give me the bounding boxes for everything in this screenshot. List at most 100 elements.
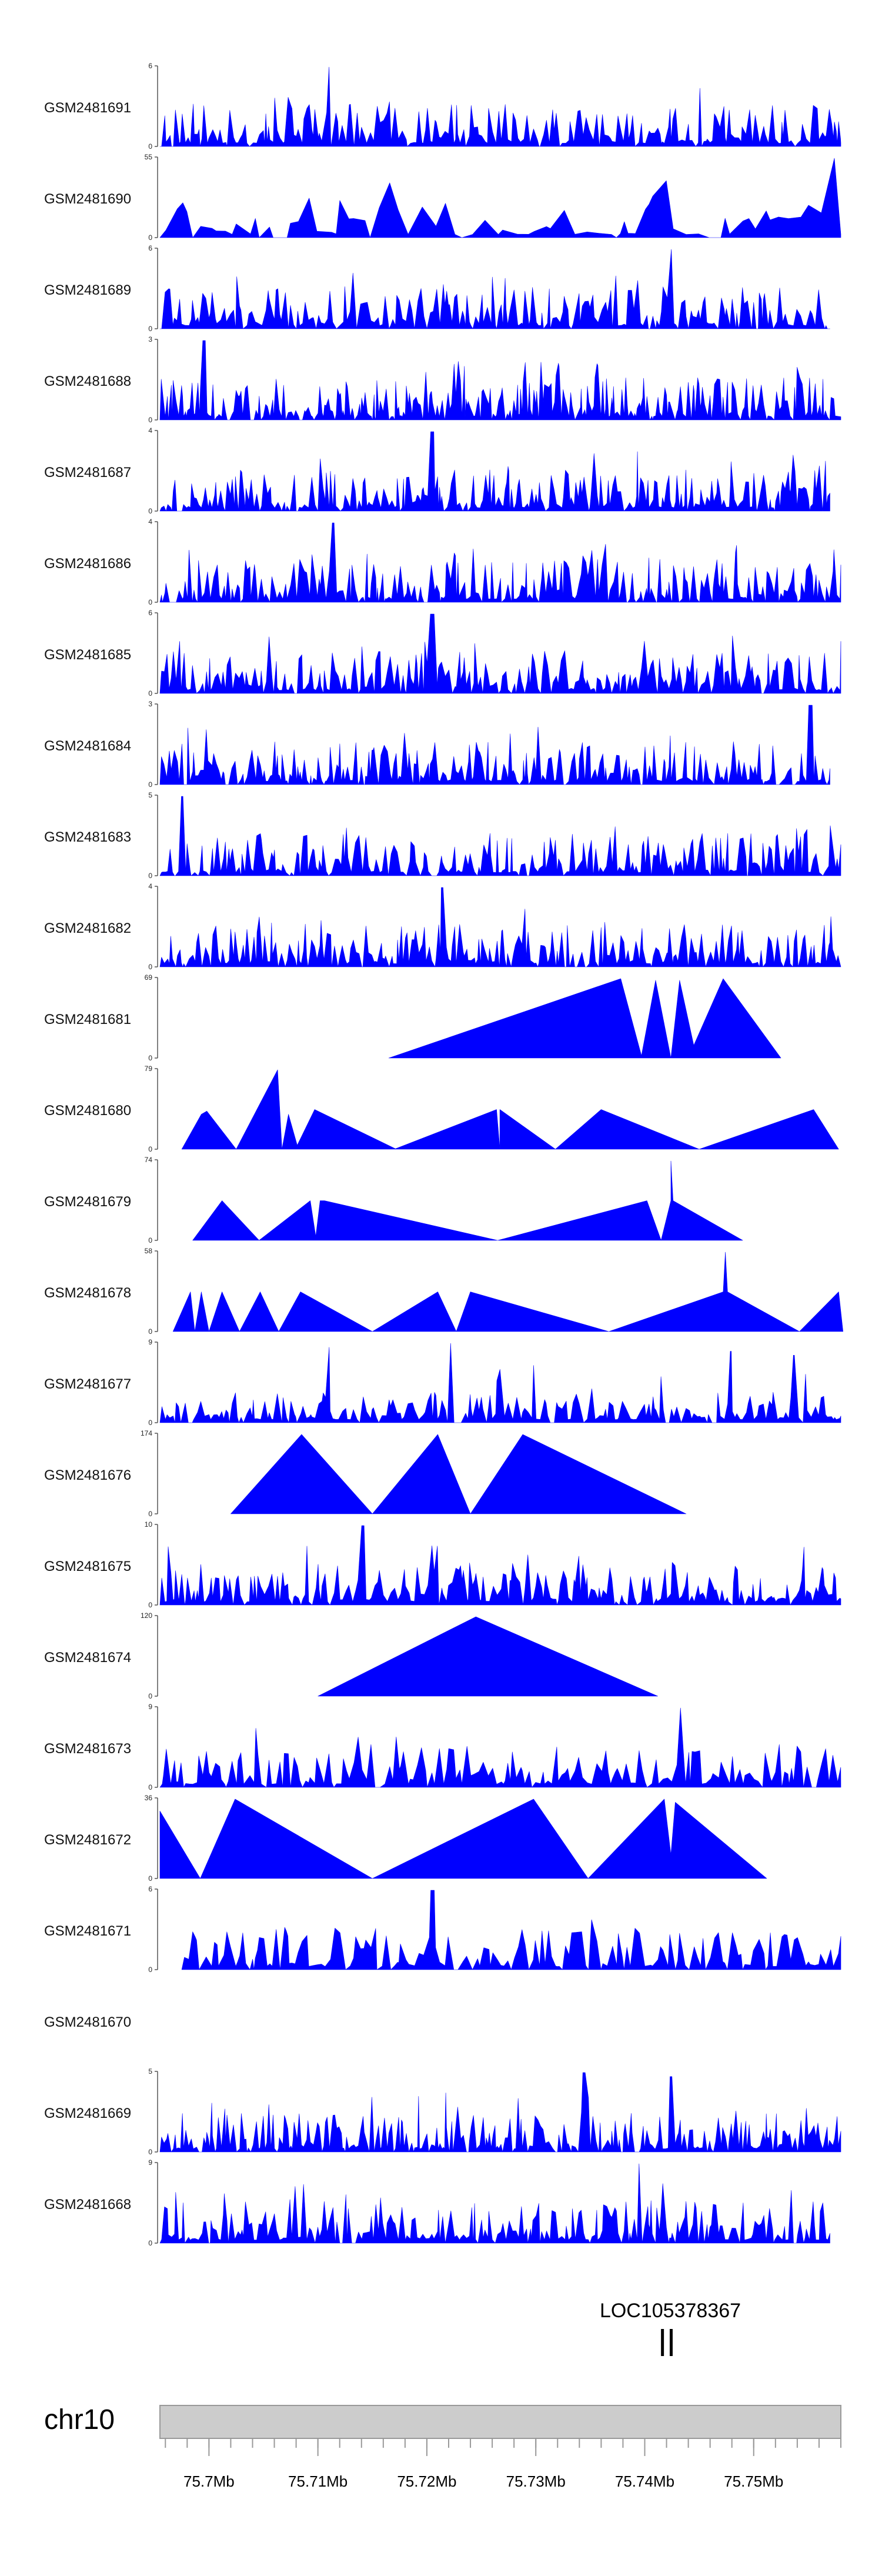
- coverage-area: [181, 1890, 841, 1970]
- y-tick-bottom-label: 0: [148, 872, 152, 880]
- track-label: GSM2481674: [44, 1650, 131, 1666]
- track-GSM2481691: GSM2481691 6 0: [44, 62, 841, 151]
- genome-axis: chr10 75.7Mb 75.71Mb 75.72Mb 75.73Mb 75.74Mb…: [44, 2404, 841, 2490]
- track-GSM2481677: GSM2481677 9 0: [44, 1338, 841, 1427]
- coverage-area: [159, 705, 830, 785]
- track-label: GSM2481670: [44, 2014, 131, 2030]
- data-tracks: GSM248169160GSM2481690550GSM248168960GSM…: [44, 62, 843, 2247]
- track-label: GSM2481675: [44, 1559, 131, 1574]
- y-tick-bottom-label: 0: [148, 142, 152, 151]
- track-GSM2481679: GSM2481679 74 0: [44, 1156, 743, 1244]
- y-tick-bottom-label: 0: [148, 780, 152, 789]
- coverage-area: [159, 2163, 830, 2244]
- coverage-area: [181, 1069, 839, 1150]
- y-tick-top-label: 55: [145, 153, 153, 161]
- track-GSM2481687: GSM2481687 4 0: [44, 426, 830, 515]
- coverage-area: [172, 1252, 843, 1332]
- y-tick-top-label: 5: [148, 791, 152, 799]
- track-GSM2481671: GSM2481671 6 0: [44, 1885, 841, 1974]
- track-GSM2481670: GSM2481670: [44, 2014, 131, 2030]
- track-label: GSM2481673: [44, 1741, 131, 1757]
- coverage-area: [159, 1343, 841, 1423]
- track-GSM2481678: GSM2481678 58 0: [44, 1247, 843, 1336]
- coverage-area: [230, 1434, 687, 1514]
- coverage-area: [159, 522, 841, 603]
- coverage-area: [159, 2072, 841, 2153]
- y-tick-top-label: 36: [145, 1794, 153, 1802]
- track-label: GSM2481676: [44, 1467, 131, 1483]
- x-tick-label: 75.7Mb: [183, 2472, 235, 2490]
- track-label: GSM2481669: [44, 2105, 131, 2121]
- y-tick-top-label: 6: [148, 244, 152, 252]
- track-GSM2481684: GSM2481684 3 0: [44, 700, 830, 789]
- y-tick-bottom-label: 0: [148, 963, 152, 971]
- track-GSM2481669: GSM2481669 5 0: [44, 2067, 841, 2156]
- x-tick-label: 75.73Mb: [506, 2472, 566, 2490]
- y-tick-top-label: 79: [145, 1065, 153, 1073]
- track-label: GSM2481668: [44, 2197, 131, 2213]
- track-GSM2481683: GSM2481683 5 0: [44, 791, 841, 880]
- coverage-area: [192, 1160, 743, 1241]
- coverage-area: [159, 796, 841, 876]
- x-tick-label: 75.72Mb: [397, 2472, 456, 2490]
- y-tick-bottom-label: 0: [148, 1236, 152, 1244]
- track-GSM2481689: GSM2481689 6 0: [44, 244, 830, 333]
- track-label: GSM2481681: [44, 1012, 131, 1027]
- exon-mark: [661, 2329, 664, 2356]
- track-GSM2481680: GSM2481680 79 0: [44, 1065, 839, 1153]
- coverage-area: [318, 1616, 658, 1697]
- y-tick-bottom-label: 0: [148, 1874, 152, 1883]
- y-tick-bottom-label: 0: [148, 233, 152, 242]
- y-tick-bottom-label: 0: [148, 1054, 152, 1062]
- track-label: GSM2481677: [44, 1376, 131, 1392]
- gene-track: LOC105378367: [600, 2300, 741, 2356]
- coverage-area: [159, 431, 830, 512]
- track-label: GSM2481689: [44, 282, 131, 298]
- y-tick-top-label: 4: [148, 882, 152, 890]
- y-tick-top-label: 6: [148, 609, 152, 617]
- coverage-area: [159, 1707, 841, 1788]
- y-tick-bottom-label: 0: [148, 1783, 152, 1791]
- y-tick-top-label: 6: [148, 62, 152, 70]
- y-tick-top-label: 69: [145, 973, 153, 982]
- y-tick-top-label: 5: [148, 2067, 152, 2076]
- y-tick-top-label: 9: [148, 1338, 152, 1346]
- track-label: GSM2481679: [44, 1194, 131, 1210]
- axis-ticks: 75.7Mb 75.71Mb 75.72Mb 75.73Mb 75.74Mb 75.75M…: [165, 2438, 841, 2490]
- track-label: GSM2481690: [44, 191, 131, 207]
- y-tick-bottom-label: 0: [148, 1419, 152, 1427]
- track-GSM2481685: GSM2481685 6 0: [44, 609, 841, 698]
- x-tick-label: 75.75Mb: [724, 2472, 783, 2490]
- coverage-area: [388, 978, 781, 1059]
- y-tick-bottom-label: 0: [148, 507, 152, 515]
- y-tick-bottom-label: 0: [148, 1327, 152, 1336]
- track-label: GSM2481678: [44, 1285, 131, 1301]
- y-tick-top-label: 4: [148, 518, 152, 526]
- y-tick-top-label: 9: [148, 2158, 152, 2167]
- track-GSM2481681: GSM2481681 69 0: [44, 973, 781, 1062]
- coverage-area: [159, 158, 841, 238]
- y-tick-bottom-label: 0: [148, 2148, 152, 2156]
- track-GSM2481668: GSM2481668 9 0: [44, 2158, 830, 2247]
- track-label: GSM2481680: [44, 1103, 131, 1119]
- chromosome-label: chr10: [44, 2404, 115, 2435]
- track-label: GSM2481688: [44, 373, 131, 389]
- coverage-area: [159, 340, 841, 421]
- y-tick-top-label: 6: [148, 1885, 152, 1893]
- track-label: GSM2481686: [44, 556, 131, 572]
- track-label: GSM2481691: [44, 100, 131, 116]
- track-GSM2481690: GSM2481690 55 0: [44, 153, 841, 242]
- y-tick-top-label: 120: [141, 1611, 152, 1620]
- y-tick-bottom-label: 0: [148, 325, 152, 333]
- coverage-area: [159, 1798, 767, 1879]
- y-tick-top-label: 10: [145, 1520, 153, 1529]
- track-GSM2481686: GSM2481686 4 0: [44, 518, 841, 606]
- track-label: GSM2481671: [44, 1923, 131, 1939]
- y-tick-top-label: 58: [145, 1247, 153, 1255]
- gene-exons: [661, 2329, 673, 2356]
- coverage-area: [159, 613, 841, 694]
- x-tick-label: 75.74Mb: [615, 2472, 674, 2490]
- track-label: GSM2481687: [44, 465, 131, 481]
- track-label: GSM2481672: [44, 1832, 131, 1848]
- y-tick-top-label: 74: [145, 1156, 153, 1164]
